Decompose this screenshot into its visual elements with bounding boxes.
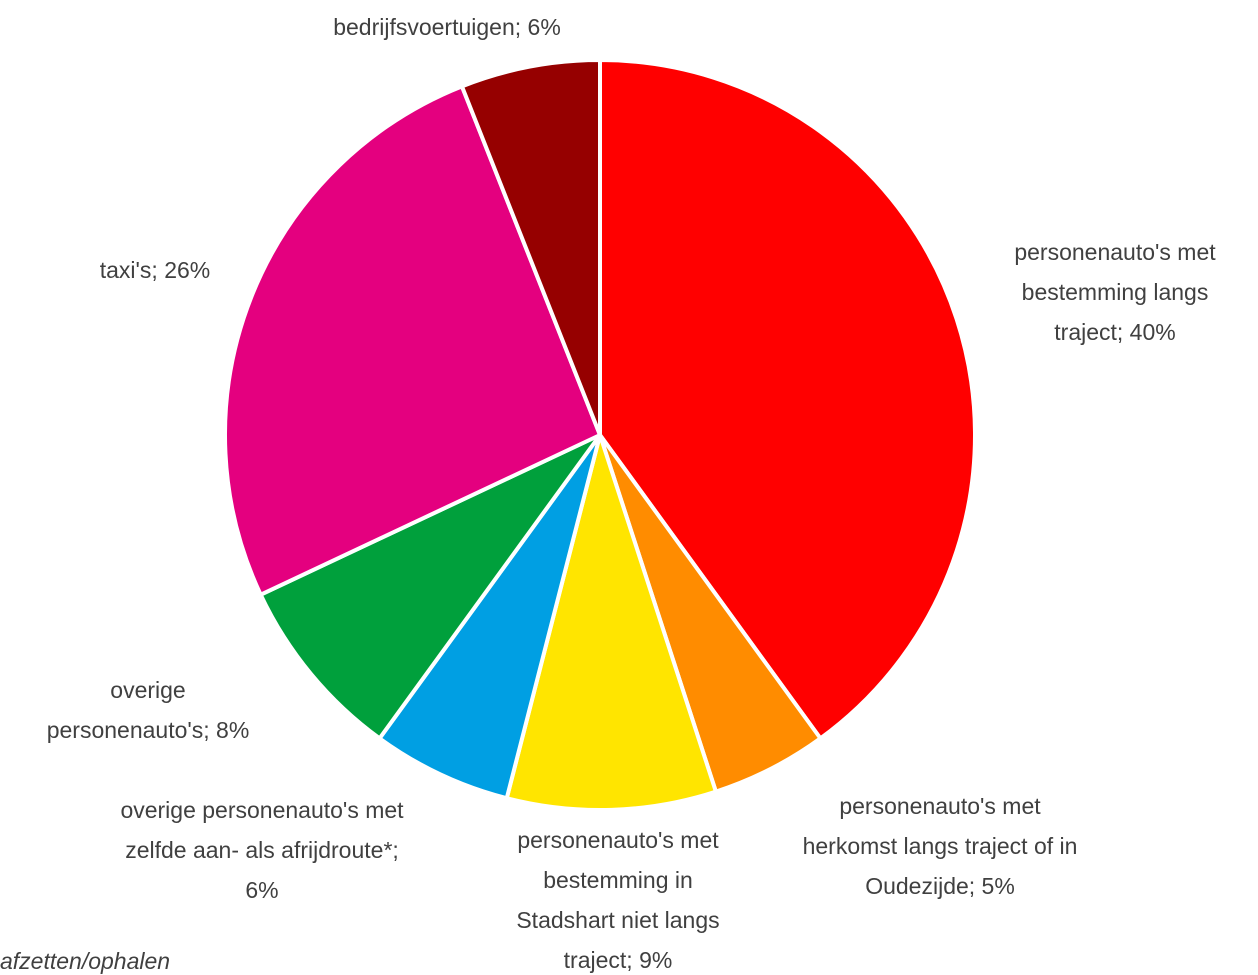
data-label: personenauto's met bestemming in Stadsha… bbox=[516, 827, 720, 973]
pie-slice bbox=[258, 433, 602, 741]
footnote: afzetten/ophalen bbox=[0, 948, 171, 974]
pie-slice bbox=[504, 433, 718, 812]
data-label: personenauto's met herkomst langs trajec… bbox=[802, 793, 1078, 899]
data-label: personenauto's met bestemming langs traj… bbox=[1014, 239, 1216, 345]
pie-slice bbox=[377, 433, 602, 801]
data-label: bedrijfsvoertuigen; 6% bbox=[333, 14, 561, 40]
pie-slice bbox=[459, 58, 602, 437]
data-label: taxi's; 26% bbox=[99, 257, 211, 283]
pie-slice bbox=[223, 84, 602, 597]
pie-slice bbox=[598, 58, 977, 741]
data-label: overige personenauto's met zelfde aan- a… bbox=[120, 797, 404, 903]
data-label: overige personenauto's; 8% bbox=[46, 677, 250, 743]
